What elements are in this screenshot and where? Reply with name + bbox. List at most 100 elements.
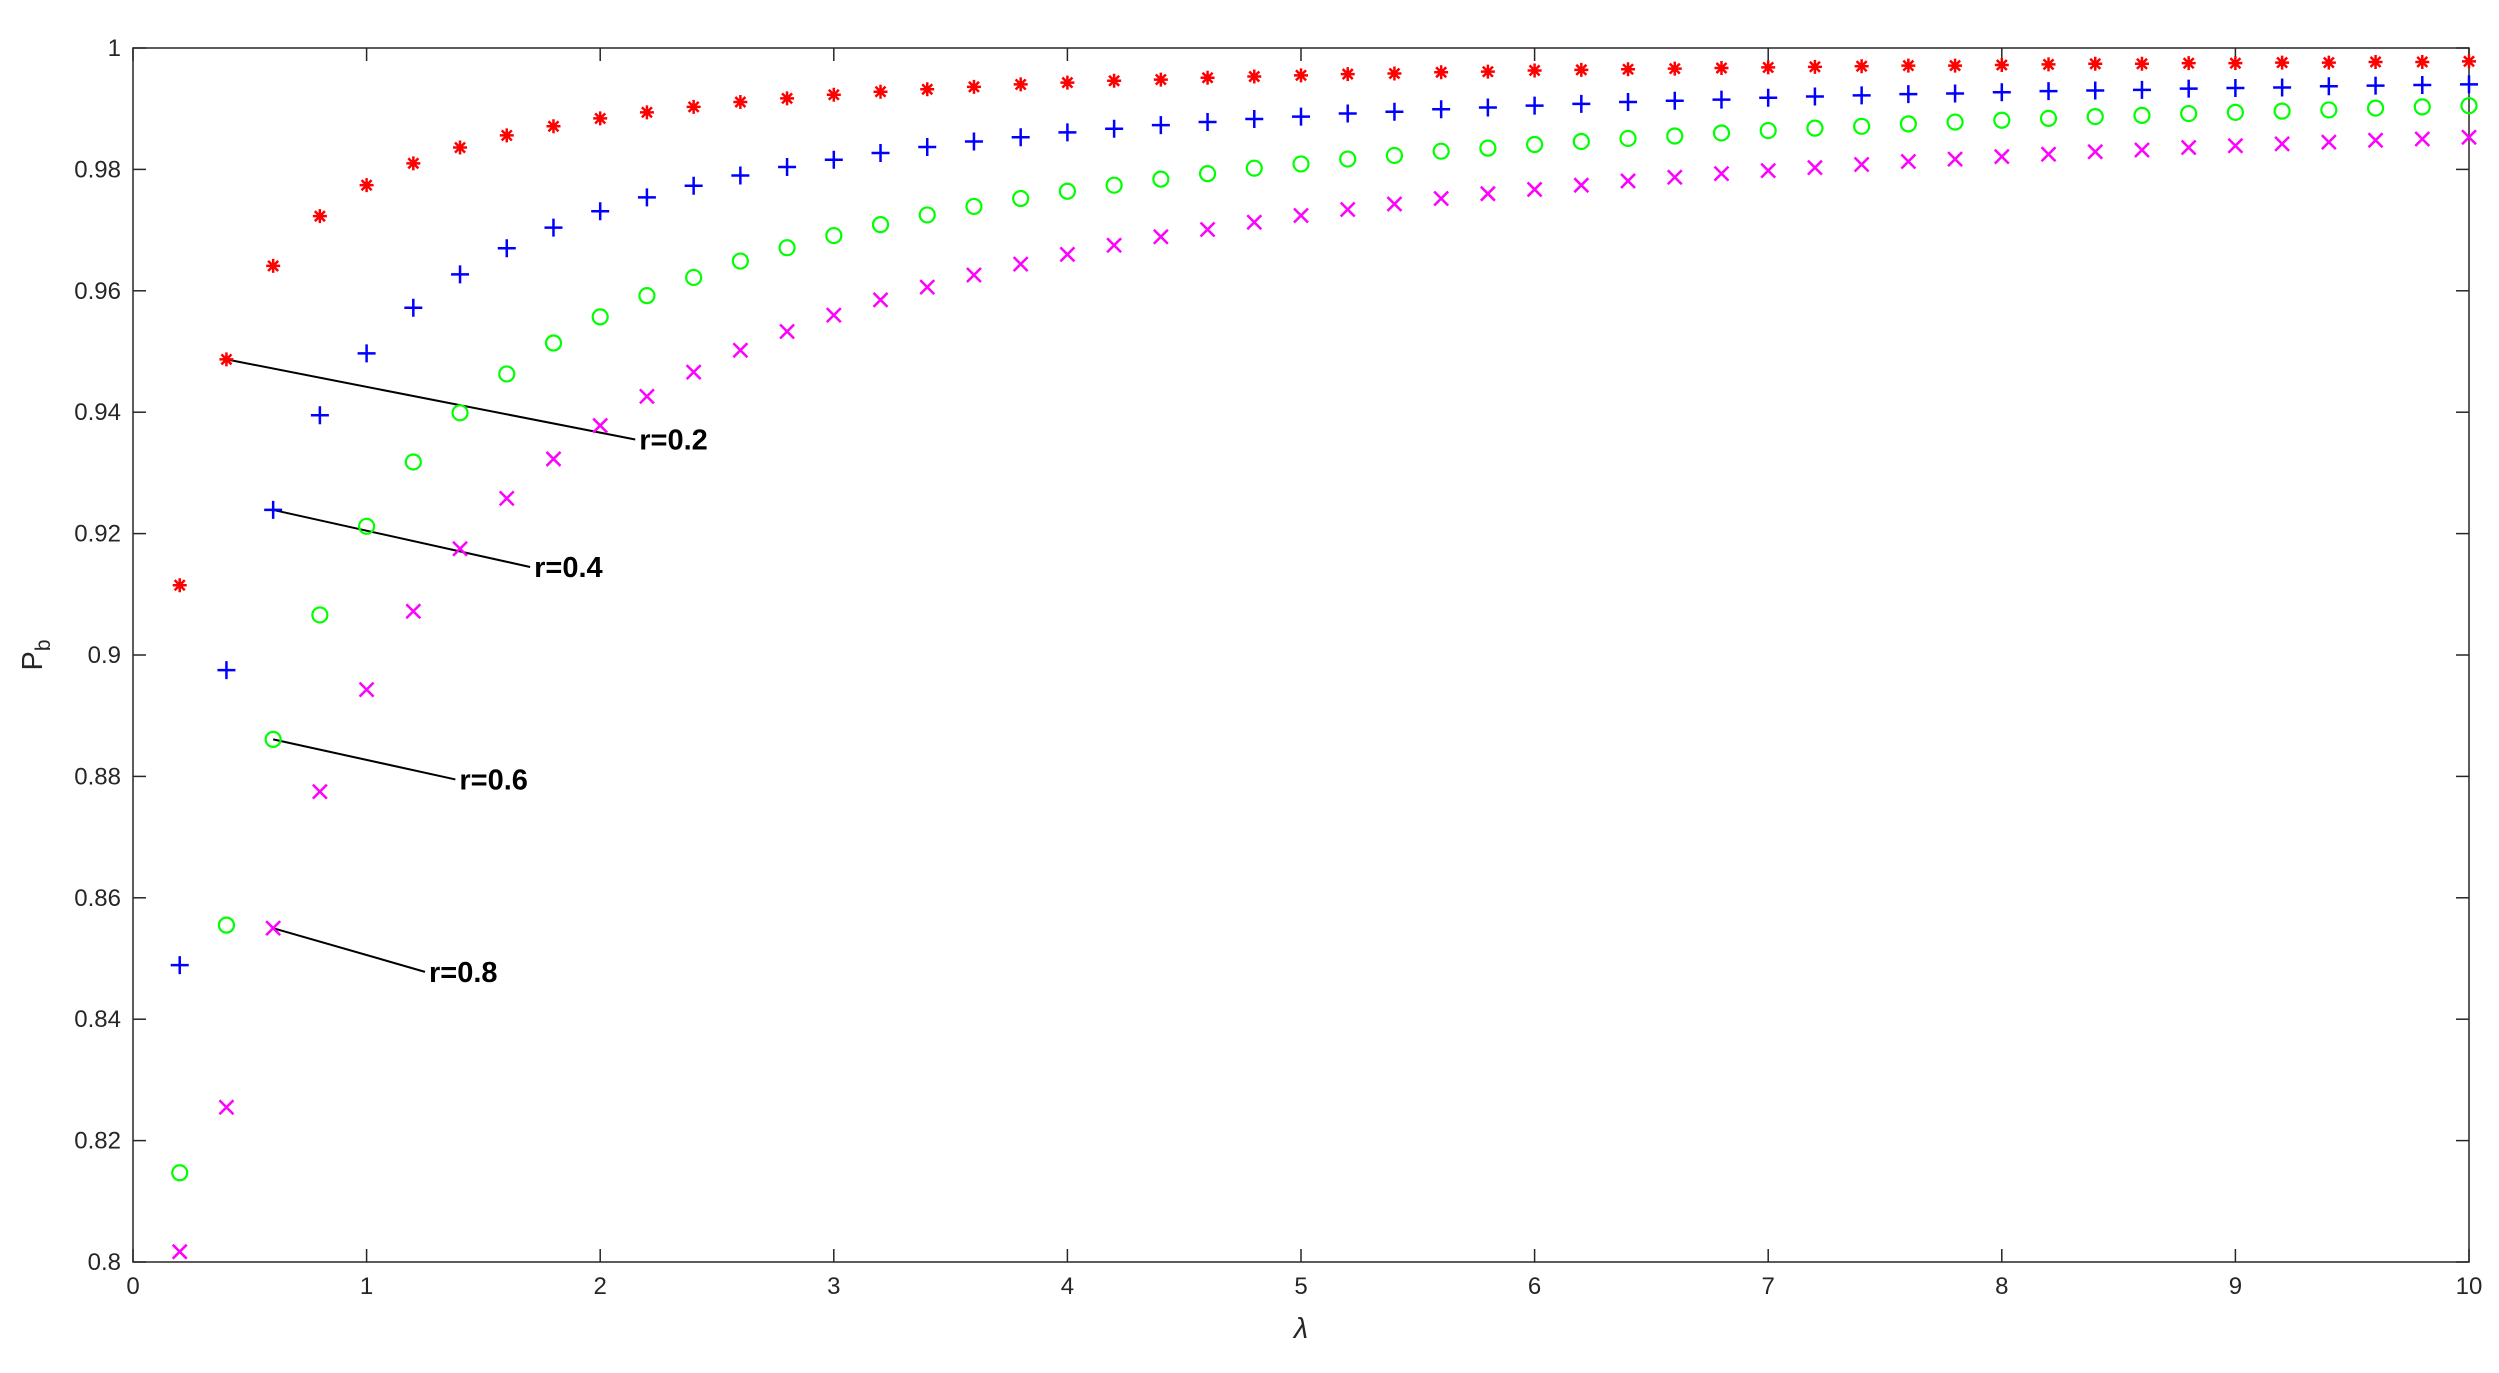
data-point (2413, 76, 2432, 95)
data-point (1572, 132, 1590, 151)
data-point (685, 364, 702, 381)
data-point (1199, 221, 1216, 238)
data-point (2180, 104, 2198, 123)
data-point (1478, 98, 1497, 117)
data-point (1854, 59, 1869, 74)
y-tick-label: 0.88 (74, 763, 121, 790)
x-tick-label: 2 (594, 1273, 607, 1300)
data-point (918, 206, 936, 224)
data-point (2039, 109, 2058, 128)
data-point (2226, 103, 2244, 121)
data-point (824, 150, 843, 169)
data-point (591, 202, 610, 221)
annotation-line (272, 738, 456, 781)
data-point (731, 166, 750, 185)
data-point (964, 132, 983, 151)
data-point (359, 178, 374, 193)
data-point (499, 128, 514, 143)
data-point (1058, 182, 1077, 200)
data-point (1294, 68, 1308, 83)
data-point (1759, 88, 1778, 107)
data-point (2320, 101, 2338, 119)
data-point (733, 95, 748, 110)
data-point (310, 406, 329, 425)
data-point (1899, 85, 1918, 104)
y-tick-label: 0.8 (88, 1249, 121, 1276)
x-tick-label: 1 (360, 1273, 373, 1300)
data-point (312, 209, 327, 224)
data-point (1900, 153, 1917, 170)
data-point (965, 197, 983, 216)
data-point (2367, 132, 2384, 149)
data-point (219, 352, 234, 367)
data-point (1761, 60, 1776, 75)
data-point (685, 268, 703, 287)
data-series (170, 54, 2478, 1260)
data-point (545, 451, 562, 467)
data-point (311, 606, 329, 624)
data-point (172, 578, 187, 593)
data-point (1245, 159, 1263, 177)
y-tick-label: 1 (108, 35, 121, 62)
data-point (2228, 56, 2243, 71)
data-point (1480, 64, 1495, 79)
data-point (1993, 148, 2010, 165)
data-point (1059, 246, 1076, 263)
data-point (686, 99, 701, 114)
series-asterisk (172, 54, 2476, 593)
data-point (638, 287, 656, 305)
data-point (732, 342, 749, 359)
annotation-line (226, 358, 636, 441)
data-point (217, 916, 236, 934)
data-point (2366, 76, 2385, 95)
data-point (778, 157, 797, 176)
series-x (171, 129, 2477, 1260)
x-tick-label: 4 (1061, 1273, 1074, 1300)
x-axis-label: λ (1292, 1313, 1308, 1345)
data-point (1807, 159, 1823, 176)
data-point (404, 453, 422, 471)
annotation-label: r=0.4 (534, 552, 603, 584)
data-point (591, 308, 609, 326)
data-point (546, 119, 561, 134)
x-tick-label: 9 (2229, 1273, 2242, 1300)
data-point (826, 87, 841, 102)
data-point (1852, 86, 1871, 105)
annotation-line (272, 927, 426, 973)
data-point (405, 603, 422, 620)
x-tick-label: 0 (126, 1273, 139, 1300)
data-point (311, 783, 328, 800)
data-point (2320, 134, 2337, 150)
data-point (1527, 63, 1542, 78)
data-point (1013, 77, 1028, 92)
data-point (593, 111, 608, 126)
data-point (218, 1099, 235, 1116)
data-point (780, 91, 795, 106)
data-point (2460, 97, 2478, 115)
data-point (1525, 96, 1544, 115)
annotation-line (272, 508, 531, 568)
data-point (637, 188, 656, 207)
data-point (357, 344, 376, 363)
data-point (2134, 56, 2149, 71)
data-point (1665, 91, 1684, 110)
y-tick-label: 0.98 (74, 156, 121, 183)
data-point (871, 144, 890, 163)
data-point (498, 490, 515, 507)
data-point (1105, 176, 1123, 194)
data-point (2180, 139, 2197, 156)
data-point (1619, 93, 1638, 112)
data-point (1200, 70, 1215, 85)
data-point (1058, 123, 1077, 142)
data-point (1292, 155, 1310, 173)
data-point (1293, 207, 1309, 224)
data-point (1340, 67, 1355, 82)
data-point (1246, 214, 1263, 231)
data-point (779, 323, 795, 340)
data-point (2460, 75, 2478, 94)
data-point (1432, 142, 1450, 160)
data-point (2086, 107, 2104, 126)
data-point (1807, 59, 1822, 74)
data-point (2413, 98, 2431, 116)
data-point (1247, 69, 1262, 84)
